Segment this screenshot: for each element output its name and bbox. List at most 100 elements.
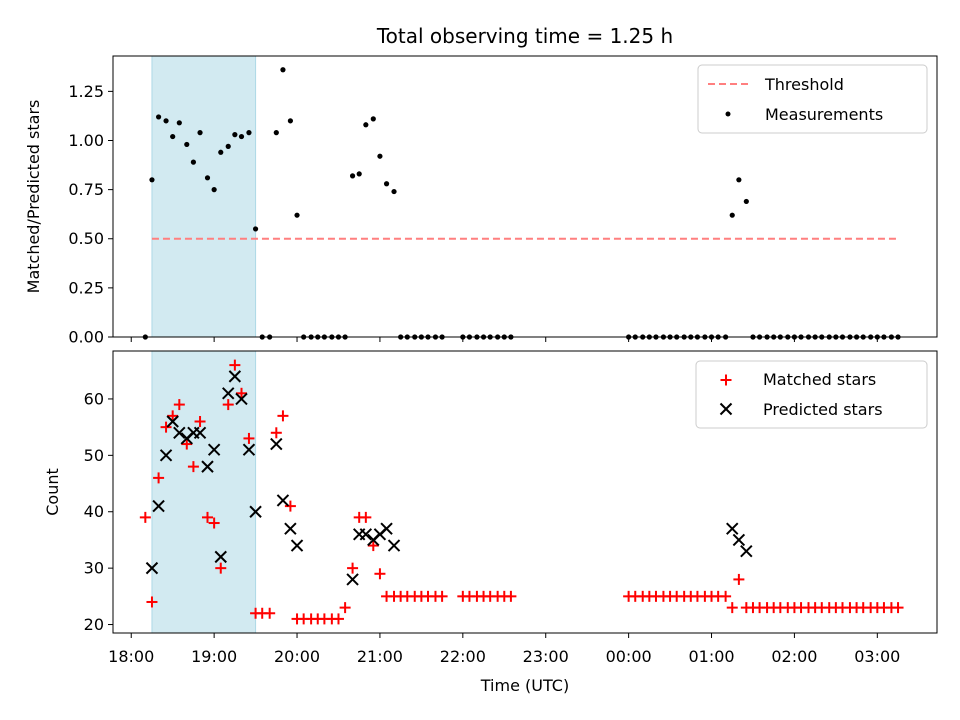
measurement-point [736, 177, 742, 183]
matched-star-point [181, 438, 193, 450]
measurement-point [163, 118, 169, 124]
matched-star-point [270, 427, 282, 439]
shade-rect [151, 55, 257, 338]
ratio-legend-box [697, 64, 928, 134]
matched-star-point [720, 590, 732, 602]
predicted-star-point [270, 437, 283, 451]
legend-matched-label: Matched stars [763, 370, 876, 389]
predicted-star-point [740, 545, 753, 558]
y-tick-label: 0.75 [68, 180, 104, 199]
y-tick-label: 0.00 [68, 328, 104, 347]
measurement-point [238, 133, 245, 140]
matched-star-point [892, 602, 904, 614]
measurement-point [743, 198, 749, 205]
legend-measurements-swatch [725, 111, 731, 117]
measurement-point [356, 171, 362, 177]
measurement-point [197, 130, 203, 136]
measurement-point [349, 173, 356, 179]
predicted-star-point [359, 528, 373, 541]
predicted-star-point [726, 522, 739, 535]
ratio-legend: Threshold Measurements [697, 64, 928, 134]
legend-x-marker [719, 402, 733, 416]
matched-star-point [505, 590, 517, 602]
measurement-point [225, 143, 231, 149]
x-tick-label: 00:00 [606, 647, 652, 666]
observing-window-shade-lower [151, 350, 257, 634]
matched-star-point [733, 573, 745, 585]
count-panel: 20 30 40 50 60 18:00 19:00 20:00 21:00 22:00 23:0… [43, 350, 938, 695]
matched-star-point [339, 602, 351, 614]
chart-title: Total observing time = 1.25 h [376, 24, 673, 48]
matched-star-point [208, 517, 220, 529]
measurement-point [211, 187, 217, 193]
y-tick-label: 1.00 [68, 131, 104, 150]
matched-star-point [139, 511, 151, 523]
measurement-point [273, 130, 279, 136]
measurement-point [377, 153, 383, 159]
ratio-axes-frame [112, 55, 938, 338]
matched-star-point [264, 607, 276, 619]
ratio-x-ticks [130, 337, 878, 342]
ratio-y-ticks: 0.00 0.25 0.50 0.75 1.00 1.25 [68, 82, 113, 347]
predicted-star-point [380, 522, 393, 535]
predicted-star-point [193, 426, 207, 439]
measurement-point [294, 212, 300, 218]
count-y-axis-label: Count [43, 468, 62, 516]
x-tick-label: 03:00 [854, 647, 900, 666]
measurement-point [383, 181, 390, 187]
y-tick-label: 50 [84, 446, 104, 465]
x-tick-label: 23:00 [523, 647, 569, 666]
predicted-star-point [284, 522, 297, 535]
measurement-point [170, 133, 176, 140]
predicted-star-point [207, 443, 221, 456]
count-legend-box [695, 360, 928, 429]
matched-star-point [277, 410, 289, 422]
measurement-point [729, 212, 735, 218]
measurement-point [287, 118, 294, 124]
matched-star-point [360, 511, 372, 523]
predicted-star-point [222, 387, 235, 400]
matched-star-point [436, 590, 448, 602]
matched-star-point [222, 399, 234, 411]
predicted-star-point [249, 505, 262, 518]
matched-star-point [243, 432, 255, 444]
predicted-star-point [242, 443, 256, 456]
matched-star-point [173, 399, 185, 411]
matched-star-point [374, 568, 386, 580]
matched-star-point [215, 562, 227, 574]
predicted-star-point [152, 499, 165, 513]
measurement-point [363, 122, 369, 128]
legend-threshold-label: Threshold [764, 75, 844, 94]
predicted-star-point [290, 539, 304, 552]
y-tick-label: 60 [84, 389, 104, 408]
matched-star-point [235, 387, 247, 399]
matched-star-point [726, 602, 738, 614]
measurement-point [149, 177, 155, 183]
measurement-point [190, 159, 197, 165]
predicted-star-point [276, 494, 290, 507]
count-axes-frame [112, 350, 938, 634]
y-tick-label: 1.25 [68, 82, 104, 101]
predicted-star-point [201, 460, 214, 473]
x-axis-label: Time (UTC) [480, 676, 569, 695]
x-tick-label: 21:00 [357, 647, 403, 666]
matched-star-point [367, 540, 379, 552]
count-x-ticks: 18:00 19:00 20:00 21:00 22:00 23:00 00:00 01:00… [108, 633, 900, 666]
matched-star-point [332, 613, 344, 625]
legend-matched-swatch [720, 374, 732, 386]
predicted-star-point [159, 449, 173, 462]
matched-star-point [153, 472, 165, 484]
y-tick-label: 30 [84, 559, 104, 578]
matched-star-point [202, 511, 214, 523]
x-tick-label: 02:00 [771, 647, 817, 666]
matched-star-point [146, 596, 158, 608]
y-tick-label: 40 [84, 502, 104, 521]
matched-star-point [194, 416, 206, 427]
y-tick-label: 0.50 [68, 229, 104, 248]
legend-predicted-swatch [719, 402, 733, 416]
count-legend: Matched stars Predicted stars [695, 360, 928, 429]
x-tick-label: 18:00 [108, 647, 154, 666]
measurement-point [204, 175, 211, 181]
predicted-star-point [145, 561, 159, 575]
